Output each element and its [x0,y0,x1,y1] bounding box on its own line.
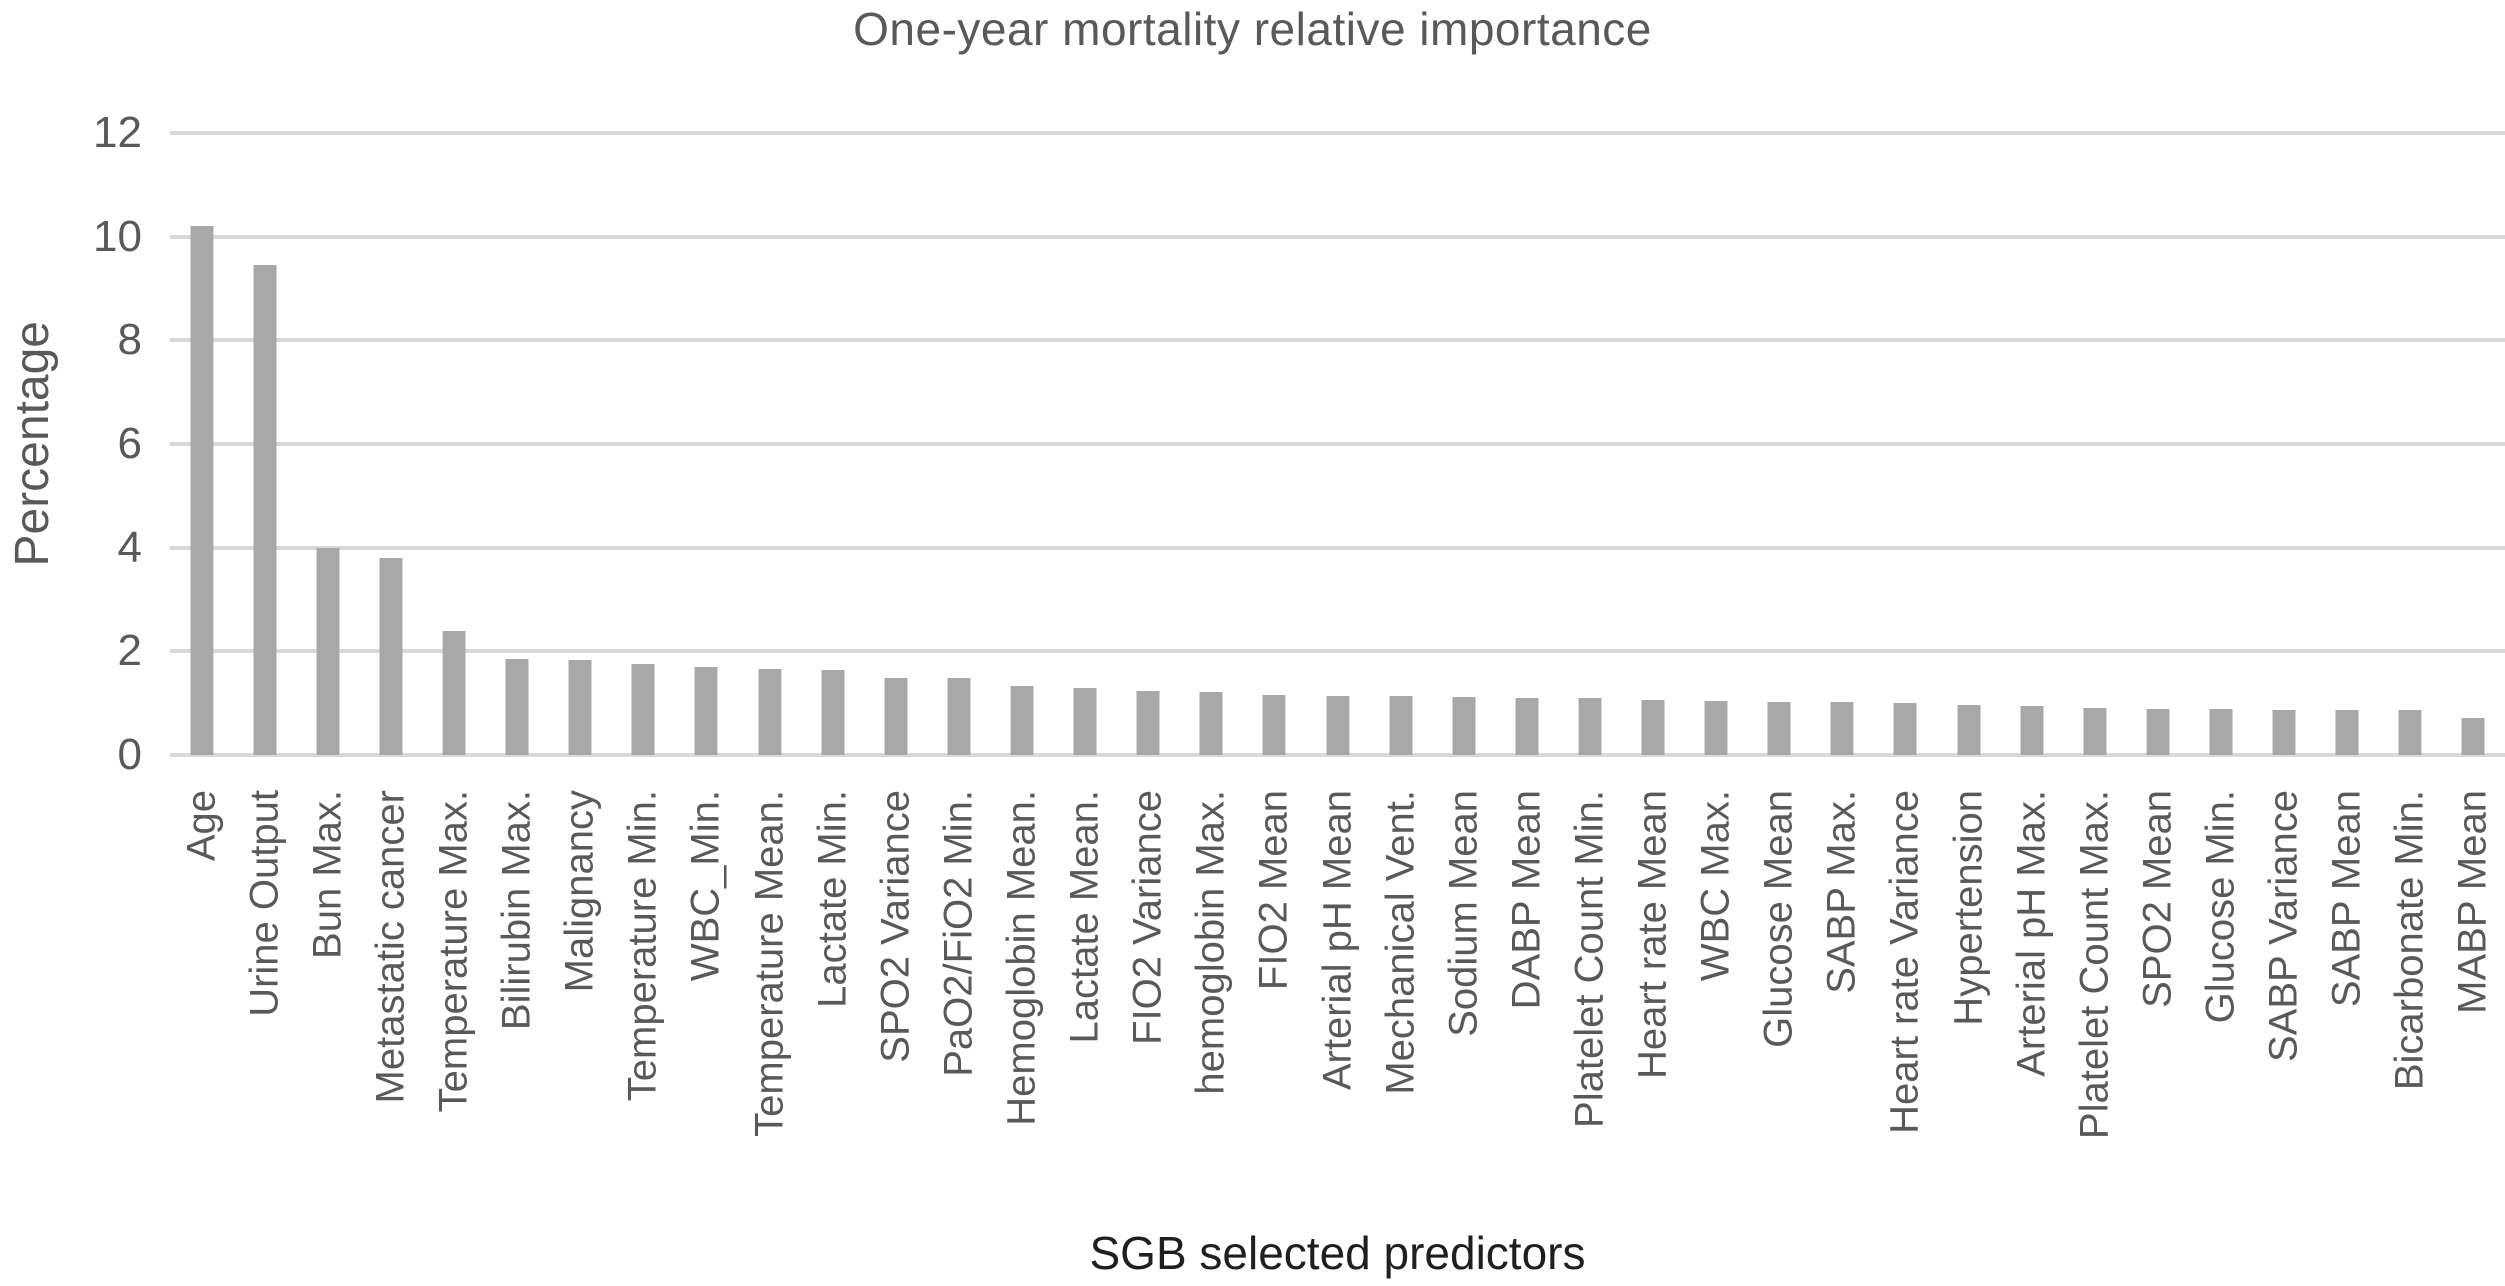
bar [505,658,529,755]
x-tick-label: FIO2 Variance [1125,790,1170,1045]
x-tick-label: Glucose Mean [1756,790,1801,1048]
x-tick-label: Metastatic cancer [368,790,413,1104]
bar [1515,697,1539,755]
gridline [170,338,2505,343]
bar [1262,695,1286,755]
bar [253,265,277,755]
bar [190,226,214,755]
y-tick-label: 8 [117,315,142,365]
gridline [170,131,2505,135]
bar [2272,709,2296,755]
bar [1199,692,1223,755]
x-tick-label: Bilirubin Max. [494,790,539,1031]
bar [1389,696,1413,755]
x-tick-label: Arterial pH Max. [2009,790,2054,1077]
bar [1767,701,1791,755]
x-tick-label: Platelet Count Max. [2072,790,2117,1140]
x-tick-label: Age [179,790,224,862]
x-tick-label: SABP Max. [1819,790,1864,994]
x-tick-label: Lactate Min. [810,790,855,1008]
x-tick-label: WBC Max. [1693,790,1738,982]
gridline [170,649,2505,654]
bar [758,669,782,755]
bar [2209,709,2233,755]
bar [2461,717,2485,755]
bar [631,664,655,755]
x-tick-label: Urine Output [242,790,287,1017]
x-tick-label: Glucose Min. [2198,790,2243,1024]
x-tick-label: Heart rate Variance [1882,790,1927,1134]
y-tick-label: 0 [117,730,142,779]
gridline [170,442,2505,446]
x-tick-label: SABP Variance [2261,790,2306,1063]
bar [2398,710,2422,755]
x-tick-label: SPO2 Mean [2135,790,2180,1008]
y-tick-label: 4 [117,522,142,572]
x-tick-label: Mechanical Vent. [1378,790,1423,1095]
bar [1010,686,1034,755]
y-tick-label: 6 [117,419,142,468]
x-tick-label: WBC_Min. [683,790,728,982]
bar [379,558,403,755]
y-tick-label: 12 [93,108,142,157]
x-tick-label: Temperature Max. [431,790,476,1113]
bar [1893,703,1917,755]
bar [947,678,971,755]
y-axis-ticks: 0 2 4 6 8 10 12 [0,109,142,779]
gridline [170,234,2505,239]
bar [316,547,340,755]
bar [1704,700,1728,755]
x-tick-label: SPO2 Variance [873,790,918,1063]
x-tick-label: Malignancy [557,790,602,993]
x-tick-label: PaO2/FiO2 Min. [936,790,981,1077]
x-tick-label: Platelet Count Min. [1567,790,1612,1128]
x-tick-label: Hemoglobin Mean. [999,790,1044,1126]
x-tick-label: DABP Mean [1504,790,1549,1010]
y-tick-label: 2 [117,626,142,676]
bar [568,659,592,755]
x-tick-label: Heart rate Mean [1630,790,1675,1080]
gridline [170,753,2505,757]
bar [442,630,466,755]
chart-title: One-year mortality relative importance [853,3,1652,55]
x-tick-label: SABP Mean [2324,790,2369,1008]
x-tick-label: hemoglobin Max. [1188,790,1233,1095]
x-tick-label: Arterial pH Mean [1315,790,1359,1091]
x-tick-label: MABP Mean [2450,790,2495,1014]
bar [2335,710,2359,755]
bar [1326,695,1349,755]
bar [1452,696,1476,755]
bar [694,666,718,755]
bar [1578,697,1602,755]
x-axis-tick-labels: Age Urine Output Bun Max. Metastatic cancer… [170,790,2505,1230]
x-tick-label: Temperature Min. [620,790,665,1102]
bar [821,670,845,755]
x-tick-label: Sodium Mean [1441,790,1486,1037]
bar [1136,691,1160,755]
bar [2146,709,2170,755]
bar [1957,705,1981,755]
plot-area [170,131,2505,757]
bar [1641,700,1665,755]
bar [2083,707,2107,755]
bar [1073,687,1097,755]
x-tick-label: Temperature Mean. [747,790,792,1137]
bar [1830,702,1854,755]
x-tick-label: Lactate Mean. [1062,790,1107,1044]
x-tick-label: Bicarbonate Min. [2387,790,2432,1091]
x-axis-title: SGB selected predictors [1089,1227,1586,1279]
bar [884,678,908,755]
bar [2020,706,2044,755]
gridline [170,545,2505,550]
x-tick-label: Hypertension [1946,790,1991,1026]
y-tick-label: 10 [93,211,142,261]
x-tick-label: FIO2 Mean [1251,790,1296,991]
x-tick-label: Bun Max. [305,790,350,959]
